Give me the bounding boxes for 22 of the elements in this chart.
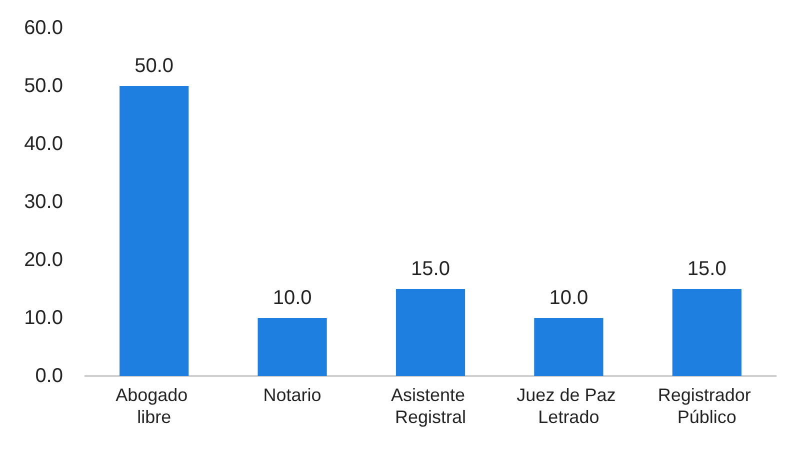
- bar: [534, 318, 604, 376]
- y-tick-label: 30.0: [24, 191, 63, 213]
- bar: [258, 318, 327, 376]
- x-tick-label: Registrador Público: [658, 385, 756, 427]
- x-tick-label: Juez de Paz Letrado: [516, 385, 621, 427]
- y-tick-label: 20.0: [24, 249, 63, 271]
- y-tick-label: 40.0: [24, 133, 63, 155]
- data-label: 10.0: [272, 287, 312, 309]
- bar: [396, 289, 466, 376]
- x-tick-label: Notario: [263, 385, 322, 405]
- data-label: 50.0: [134, 55, 174, 77]
- y-tick-label: 10.0: [24, 307, 63, 329]
- bar: [672, 289, 742, 376]
- x-tick-label: Asistente Registral: [390, 385, 470, 427]
- x-tick-label: Abogado libre: [116, 385, 193, 427]
- data-label: 10.0: [549, 287, 588, 309]
- y-tick-label: 60.0: [24, 17, 63, 39]
- data-label: 15.0: [687, 258, 726, 280]
- bar: [120, 86, 189, 376]
- y-tick-label: 50.0: [24, 75, 63, 97]
- data-label: 15.0: [411, 258, 450, 280]
- y-tick-label: 0.0: [35, 365, 63, 387]
